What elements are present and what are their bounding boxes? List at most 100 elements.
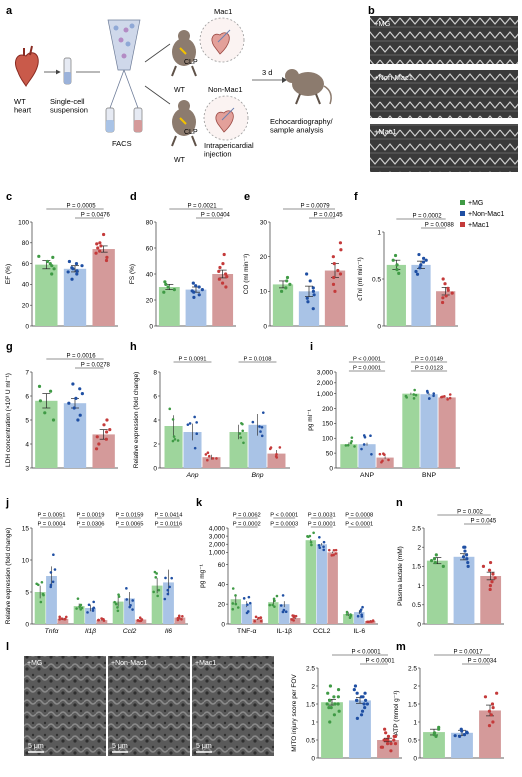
x-tick-label-j: Il6 <box>165 628 172 635</box>
data-point-j <box>75 607 78 610</box>
bar-k-1-2 <box>289 618 301 624</box>
injection-label: Intrapericardial injection <box>204 141 254 159</box>
bar-j-1-1 <box>85 608 96 624</box>
p-value-g: P = 0.0016 <box>66 354 96 360</box>
p-value-j: P = 0.0414 <box>154 513 183 519</box>
y-tick-label-c: 80 <box>22 240 30 247</box>
data-point-c <box>70 266 74 270</box>
data-point-i <box>362 443 366 446</box>
data-point-j <box>58 618 61 621</box>
bar-h-0-0 <box>164 426 183 468</box>
p-value-k: P < 0.0001 <box>270 513 298 519</box>
data-point-j <box>63 617 66 621</box>
data-point-e <box>311 307 315 311</box>
data-point-n <box>481 564 486 569</box>
data-point-k <box>367 620 371 624</box>
y-tick-label-k: 1,000 <box>209 550 226 557</box>
data-point-h <box>258 425 261 428</box>
data-point-j <box>166 588 170 592</box>
data-point-e <box>284 286 288 290</box>
y-tick-label-f: 0.5 <box>372 276 381 283</box>
clp-bottom-label: CLP <box>184 129 198 136</box>
x-tick-label-j: Il1β <box>85 628 96 635</box>
data-point-e <box>305 272 309 276</box>
data-point-j <box>114 602 118 606</box>
bar-e-2 <box>324 270 346 326</box>
data-point-g <box>67 401 71 405</box>
chart-l: 0 0.5 1 1.5 2 2.5 MITO injury score per FOV P <… <box>291 650 402 762</box>
data-point-l <box>352 688 356 692</box>
panel-letter-l: l <box>6 641 9 653</box>
y-tick-label-m: 1 <box>413 719 417 726</box>
y-axis-label-k: pg mg⁻¹ <box>199 563 206 587</box>
data-point-d <box>163 280 167 284</box>
bar-k-0-0 <box>230 599 242 624</box>
y-tick-label-e: 0 <box>263 323 267 330</box>
data-point-d <box>217 269 221 273</box>
data-point-k <box>345 613 349 616</box>
y-tick-label-d: 80 <box>146 219 154 226</box>
data-point-j <box>139 619 143 623</box>
data-point-e <box>331 255 335 259</box>
legend-mg: +MG <box>468 200 483 207</box>
data-point-n <box>463 549 467 553</box>
p-value-j: P = 0.0159 <box>115 513 143 519</box>
data-point-j <box>80 606 84 610</box>
data-point-h <box>251 420 255 424</box>
y-axis-label-c: EF (%) <box>5 264 12 284</box>
y-tick-label-c: 40 <box>22 282 30 289</box>
echo-image-mac1 <box>370 124 518 172</box>
data-point-c <box>48 262 52 266</box>
data-point-j <box>166 592 170 596</box>
data-point-h <box>238 432 242 435</box>
data-point-i <box>443 395 446 398</box>
data-point-k <box>231 587 235 590</box>
x-tick-label-h: Anp <box>185 472 198 479</box>
y-tick-label-g: 3 <box>25 465 29 472</box>
legend: +MG +Non-Mac1 +Mac1 <box>460 200 504 229</box>
tem-label-mac1: +Mac1 <box>195 660 216 667</box>
data-point-j <box>92 606 96 610</box>
data-point-f <box>417 252 421 257</box>
y-axis-label-m: ATP (mmol g⁻¹) <box>393 690 400 735</box>
data-point-k <box>231 602 235 605</box>
data-point-k <box>310 543 313 547</box>
data-point-i <box>360 447 363 451</box>
x-tick-label-k: IL-6 <box>353 628 365 635</box>
data-point-i <box>349 441 353 445</box>
data-point-j <box>49 571 53 574</box>
data-point-k <box>245 611 249 615</box>
data-point-f <box>397 271 401 275</box>
chart-k: 0 20 40 60 1,0002,000 3,0004,000 pg mg⁻¹ TNF-α I… <box>199 513 378 635</box>
y-tick-label-j: 10 <box>22 557 30 564</box>
p-value-k: P = 0.0031 <box>308 513 336 519</box>
data-point-l <box>382 738 386 742</box>
data-point-k <box>268 603 272 607</box>
data-point-m <box>437 725 441 730</box>
p-value-k: P = 0.0001 <box>308 522 336 528</box>
data-point-g <box>94 447 99 451</box>
data-point-k <box>312 531 315 535</box>
bar-e-0 <box>272 284 294 326</box>
data-point-i <box>363 435 367 439</box>
echo-label-non-mac1: +Non-Mac1 <box>374 73 413 82</box>
p-value-j: P = 0.0004 <box>37 522 66 528</box>
bar-j-0-1 <box>46 576 57 624</box>
data-point-f <box>395 263 399 267</box>
data-point-d <box>220 281 225 285</box>
p-value-h: P = 0.0108 <box>243 357 271 363</box>
data-point-m <box>490 702 495 706</box>
echo-label-mg: +MG <box>374 19 391 28</box>
p-value-i: P = 0.0123 <box>415 366 443 372</box>
data-point-d <box>224 272 228 276</box>
data-point-j <box>157 588 161 592</box>
data-point-j <box>87 603 91 607</box>
data-point-e <box>312 293 316 297</box>
scale-mg: 5 μm <box>28 743 44 750</box>
data-point-d <box>192 295 196 299</box>
bar-i-1-1 <box>420 394 438 468</box>
data-point-m <box>491 706 495 710</box>
data-point-k <box>254 615 258 619</box>
data-point-j <box>138 616 142 619</box>
data-point-i <box>387 458 390 462</box>
